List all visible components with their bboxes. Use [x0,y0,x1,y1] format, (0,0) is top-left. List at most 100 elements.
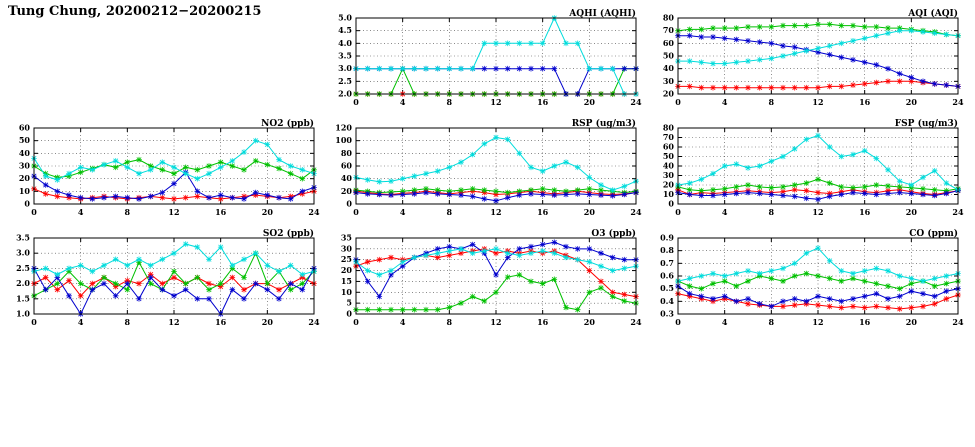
x-tick-label: 16 [537,207,549,217]
y-tick-label: 60 [663,142,675,152]
y-tick-label: 2.5 [16,263,30,273]
y-tick-label: 2.0 [338,89,352,99]
y-tick-label: 2.5 [338,76,352,86]
y-tick-label: 40 [19,148,31,158]
chart-aqhi-svg: 2.0 2.5 3.0 3.5 4.0 4.5 5.0 0 4 8 12 16 20 24 AQHI (AQ… [338,8,642,107]
x-tick-label: 8 [769,97,775,107]
y-tick-label: 0 [346,199,352,209]
y-tick-label: 30 [663,170,675,180]
y-tick-label: 25 [341,254,352,264]
y-tick-label: 0 [668,199,674,209]
y-tick-label: 70 [663,25,675,35]
x-tick-label: 24 [952,207,964,217]
y-tick-label: 60 [19,123,31,133]
chart-grid: 2.0 2.5 3.0 3.5 4.0 4.5 5.0 0 4 8 12 16 20 24 AQHI (AQ… [2,8,968,338]
y-tick-label: 50 [663,51,675,61]
y-tick-label: 10 [663,189,675,199]
y-tick-label: 100 [335,135,352,145]
y-tick-label: 50 [19,135,31,145]
x-tick-label: 0 [353,317,359,327]
x-tick-label: 16 [859,317,871,327]
chart-co-svg: 0.3 0.4 0.5 0.6 0.7 0.8 0.9 0 4 8 12 16 20 24 CO (ppm) [660,228,964,327]
x-tick-label: 16 [537,97,549,107]
chart-title: NO2 (ppb) [261,118,314,129]
x-tick-label: 24 [630,317,642,327]
y-tick-label: 4.5 [338,25,352,35]
y-tick-label: 35 [341,233,352,243]
y-tick-label: 40 [341,173,353,183]
y-tick-label: 10 [341,287,353,297]
y-tick-label: 70 [663,132,675,142]
chart-title: FSP (ug/m3) [895,118,958,129]
x-tick-label: 0 [31,317,37,327]
x-tick-label: 0 [31,207,37,217]
y-tick-label: 20 [341,186,353,196]
x-tick-label: 24 [308,317,320,327]
x-tick-label: 8 [447,317,453,327]
x-tick-label: 20 [262,207,274,217]
y-tick-label: 1.5 [16,293,30,303]
y-tick-label: 5 [346,298,352,308]
x-tick-label: 12 [812,97,823,107]
y-tick-label: 3.5 [16,233,30,243]
x-tick-label: 8 [769,207,775,217]
y-tick-label: 0 [346,309,352,319]
x-tick-label: 12 [490,97,501,107]
x-tick-label: 12 [490,317,501,327]
x-tick-label: 4 [78,207,84,217]
y-tick-label: 1.0 [16,309,30,319]
x-tick-label: 20 [584,207,596,217]
chart-no2: 0 10 20 30 40 50 60 0 4 8 12 16 20 24 NO2 (ppb) [2,118,324,228]
y-tick-label: 60 [341,161,353,171]
chart-aqhi: 2.0 2.5 3.0 3.5 4.0 4.5 5.0 0 4 8 12 16 20 24 AQHI (AQ… [324,8,646,118]
chart-fsp: 0 10 20 30 40 50 60 70 80 0 4 8 12 16 20 24 FSP (ug/m3) [646,118,968,228]
x-tick-label: 4 [400,207,406,217]
y-tick-label: 0.7 [660,258,674,268]
x-tick-label: 24 [630,207,642,217]
x-tick-label: 0 [353,97,359,107]
x-tick-label: 20 [584,317,596,327]
y-tick-label: 3.5 [338,51,352,61]
x-tick-label: 8 [125,207,131,217]
x-tick-label: 24 [630,97,642,107]
x-tick-label: 0 [675,97,681,107]
y-tick-label: 40 [663,161,675,171]
y-tick-label: 20 [19,173,31,183]
chart-title: CO (ppm) [909,228,958,239]
y-tick-label: 80 [663,13,675,23]
y-tick-label: 3.0 [338,63,352,73]
y-tick-label: 30 [19,161,31,171]
x-tick-label: 12 [812,207,823,217]
x-tick-label: 12 [168,317,179,327]
x-tick-label: 0 [675,317,681,327]
chart-o3: 0 5 10 15 20 25 30 35 0 4 8 12 16 20 24 O3 (ppb) [324,228,646,338]
y-tick-label: 20 [341,265,353,275]
y-tick-label: 10 [19,186,31,196]
x-tick-label: 20 [906,207,918,217]
chart-title: RSP (ug/m3) [572,118,636,129]
x-tick-label: 16 [859,97,871,107]
y-tick-label: 15 [341,276,352,286]
y-tick-label: 30 [663,76,675,86]
chart-title: O3 (ppb) [591,228,636,239]
series-markers-20200213 [353,272,639,313]
chart-co: 0.3 0.4 0.5 0.6 0.7 0.8 0.9 0 4 8 12 16 20 24 CO (ppm) [646,228,968,338]
y-tick-label: 0.6 [660,271,674,281]
x-tick-label: 20 [262,317,274,327]
y-tick-label: 80 [663,123,675,133]
y-tick-label: 20 [663,180,675,190]
x-tick-label: 8 [769,317,775,327]
y-tick-label: 0 [24,199,30,209]
x-tick-label: 20 [584,97,596,107]
x-tick-label: 24 [952,97,964,107]
x-tick-label: 24 [952,317,964,327]
x-tick-label: 4 [722,207,728,217]
y-tick-label: 0.9 [660,233,674,243]
x-tick-label: 0 [353,207,359,217]
chart-title: AQI (AQI) [907,8,958,19]
y-tick-label: 80 [341,148,353,158]
chart-no2-svg: 0 10 20 30 40 50 60 0 4 8 12 16 20 24 NO2 (ppb) [19,118,320,217]
chart-rsp-svg: 0 20 40 60 80 100 120 0 4 8 12 16 20 24 RSP (ug/m3) [335,118,642,217]
